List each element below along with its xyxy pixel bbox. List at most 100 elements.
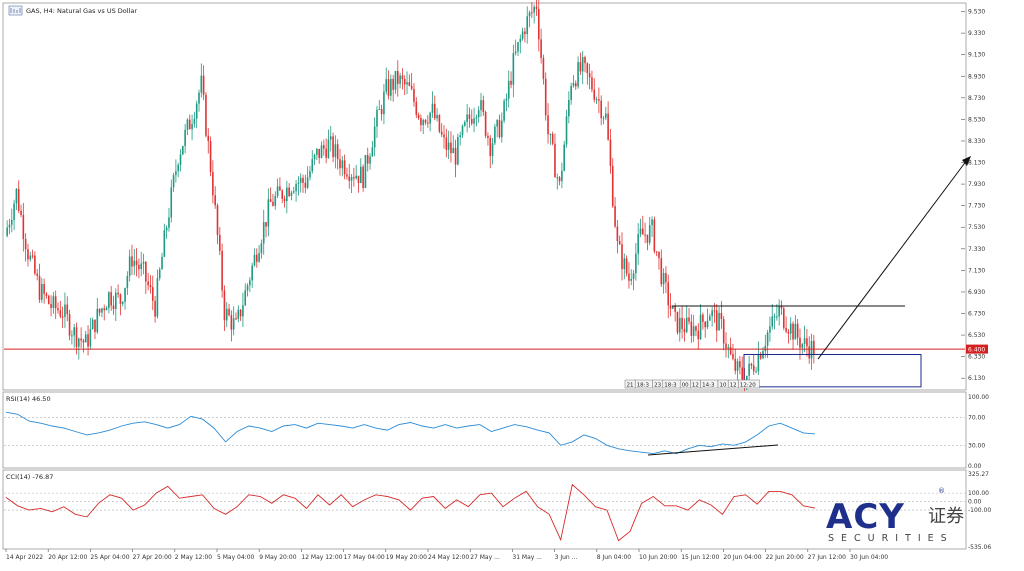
- candle-body: [672, 306, 674, 309]
- candle-body: [292, 191, 295, 193]
- candle-body: [175, 170, 177, 176]
- time-axis-label: 15 Jun 12:00: [681, 554, 719, 561]
- time-axis-label: 3 Jun ...: [555, 554, 578, 561]
- mini-date-label: 18:3: [664, 382, 677, 388]
- current-price-tag: [966, 344, 988, 354]
- mini-date-label: 10: [720, 382, 727, 388]
- candle-body: [632, 273, 635, 279]
- candle-body: [281, 190, 284, 199]
- indicator-line: [5, 411, 816, 455]
- indicator-axis-label: 70.00: [968, 415, 985, 422]
- candle-body: [47, 295, 50, 304]
- candle-body: [510, 80, 512, 85]
- candle-body: [232, 318, 235, 330]
- candle-body: [540, 39, 542, 59]
- candle-body: [695, 326, 697, 331]
- candle-body: [625, 258, 628, 274]
- candle-body: [688, 317, 690, 322]
- candle-body: [706, 320, 709, 328]
- candle-body: [600, 100, 603, 119]
- rsi-panel[interactable]: [2, 391, 967, 469]
- price-axis-label: 8.330: [968, 138, 985, 145]
- candle-body: [341, 160, 344, 169]
- candle-body: [371, 147, 374, 157]
- candle-body: [191, 123, 193, 130]
- candle-body: [697, 330, 700, 340]
- candle-body: [457, 137, 459, 165]
- price-panel[interactable]: [2, 2, 967, 391]
- cci-panel[interactable]: [2, 469, 967, 550]
- candle-body: [267, 199, 270, 227]
- candle-body: [142, 261, 145, 264]
- candle-body: [417, 114, 420, 118]
- candle-body: [320, 145, 323, 158]
- candle-body: [584, 57, 586, 64]
- candle-body: [484, 112, 487, 136]
- candle-body: [38, 275, 41, 300]
- candle-body: [318, 148, 321, 158]
- mini-date-cell: [738, 379, 760, 389]
- candle-body: [630, 278, 633, 281]
- candle-body: [68, 314, 71, 336]
- candle-body: [498, 120, 501, 138]
- candle-body: [537, 8, 540, 40]
- candle-body: [789, 323, 792, 334]
- candle-body: [591, 77, 593, 90]
- candle-body: [235, 318, 237, 320]
- candle-body: [447, 142, 450, 150]
- candle-body: [198, 92, 200, 104]
- candle-body: [678, 317, 681, 333]
- candle-body: [170, 187, 173, 218]
- price-axis-label: 9.530: [968, 9, 985, 16]
- candle-body: [621, 244, 623, 270]
- candle-body: [364, 155, 367, 188]
- candle-body: [355, 175, 357, 179]
- candle-body: [353, 177, 355, 179]
- candle-body: [221, 250, 223, 291]
- candle-body: [470, 118, 473, 124]
- candle-body: [413, 88, 415, 102]
- mini-date-label: 12: [692, 382, 699, 388]
- rsi-divergence-trendline: [647, 444, 779, 456]
- candle-body: [752, 365, 755, 372]
- candle-body: [373, 126, 376, 148]
- candle-body: [427, 122, 429, 124]
- candle-body: [813, 340, 815, 356]
- candle-body: [385, 79, 388, 92]
- candle-body: [260, 243, 263, 254]
- candle-body: [15, 188, 18, 204]
- candle-body: [323, 145, 325, 149]
- candle-body: [112, 305, 115, 309]
- candle-body: [496, 120, 498, 127]
- candle-body: [755, 371, 757, 373]
- candle-body: [776, 316, 778, 318]
- candle-body: [806, 338, 808, 347]
- candle-body: [482, 100, 485, 113]
- candle-body: [628, 273, 630, 281]
- candle-body: [156, 278, 159, 317]
- registered-mark: ®: [938, 487, 945, 495]
- candle-body: [149, 285, 152, 288]
- candle-body: [415, 101, 418, 115]
- candle-body: [420, 117, 422, 126]
- candle-body: [350, 177, 353, 181]
- candle-body: [369, 156, 371, 164]
- candle-body: [741, 367, 743, 380]
- mini-date-label: 12:20: [740, 382, 756, 388]
- candle-body: [41, 283, 43, 300]
- candle-body: [676, 311, 679, 333]
- mini-date-label: 14:3: [702, 382, 715, 388]
- candle-body: [269, 199, 272, 202]
- candle-body: [66, 304, 69, 315]
- candle-body: [651, 219, 653, 226]
- candle-body: [75, 327, 78, 347]
- candle-body: [801, 344, 804, 348]
- candle-body: [614, 206, 616, 227]
- candle-body: [581, 57, 584, 72]
- candle-body: [572, 83, 575, 86]
- cci-indicator: 325.27 100.00 0.00-100.00 -535.06: [4, 471, 991, 551]
- candle-body: [101, 308, 103, 313]
- candle-body: [702, 314, 704, 322]
- candle-body: [616, 226, 619, 242]
